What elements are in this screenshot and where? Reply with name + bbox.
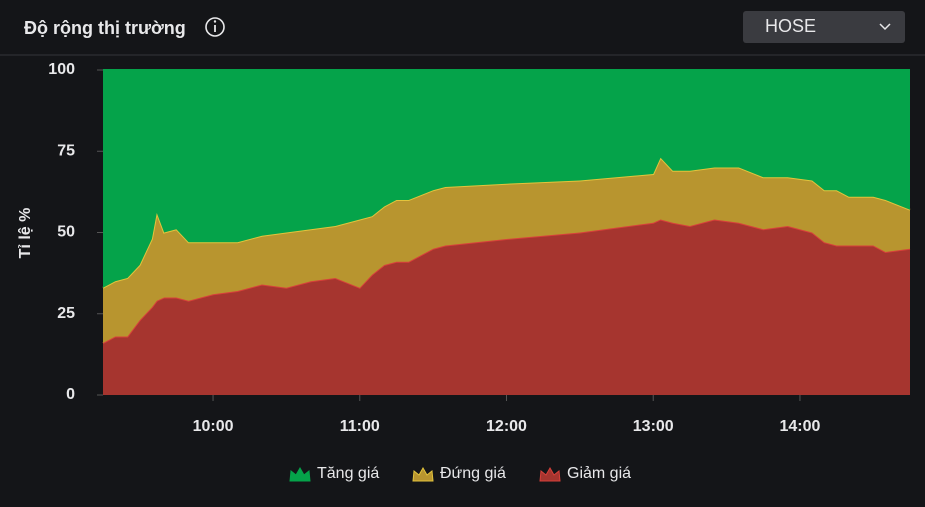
info-icon[interactable] <box>205 17 225 37</box>
y-tick-label: 100 <box>48 61 75 78</box>
x-tick-label: 12:00 <box>486 418 527 435</box>
y-tick-label: 25 <box>57 305 75 322</box>
legend: Tăng giá Đứng giá Giảm giá <box>289 465 631 482</box>
y-tick-label: 0 <box>66 386 75 403</box>
x-tick-label: 14:00 <box>779 418 820 435</box>
x-tick-label: 11:00 <box>340 418 380 435</box>
legend-icon <box>412 466 434 482</box>
legend-label: Giảm giá <box>567 465 631 482</box>
legend-item[interactable]: Tăng giá <box>289 465 379 482</box>
legend-icon <box>539 466 561 482</box>
x-tick-label: 10:00 <box>193 418 234 435</box>
widget-title: Độ rộng thị trường <box>24 18 186 38</box>
legend-icon <box>289 466 311 482</box>
plot <box>102 69 911 395</box>
area <box>103 157 910 343</box>
exchange-dropdown[interactable]: HOSE <box>743 11 905 43</box>
legend-item[interactable]: Đứng giá <box>412 465 506 482</box>
area <box>103 70 910 288</box>
legend-label: Tăng giá <box>317 465 379 482</box>
y-axis-label: Tỉ lệ % <box>17 208 34 259</box>
y-tick-label: 75 <box>57 142 75 159</box>
dropdown-value: HOSE <box>765 16 816 36</box>
legend-label: Đứng giá <box>440 465 506 482</box>
area <box>103 219 910 395</box>
legend-item[interactable]: Giảm giá <box>539 465 631 482</box>
y-tick-label: 50 <box>57 224 75 241</box>
x-tick-label: 13:00 <box>633 418 674 435</box>
